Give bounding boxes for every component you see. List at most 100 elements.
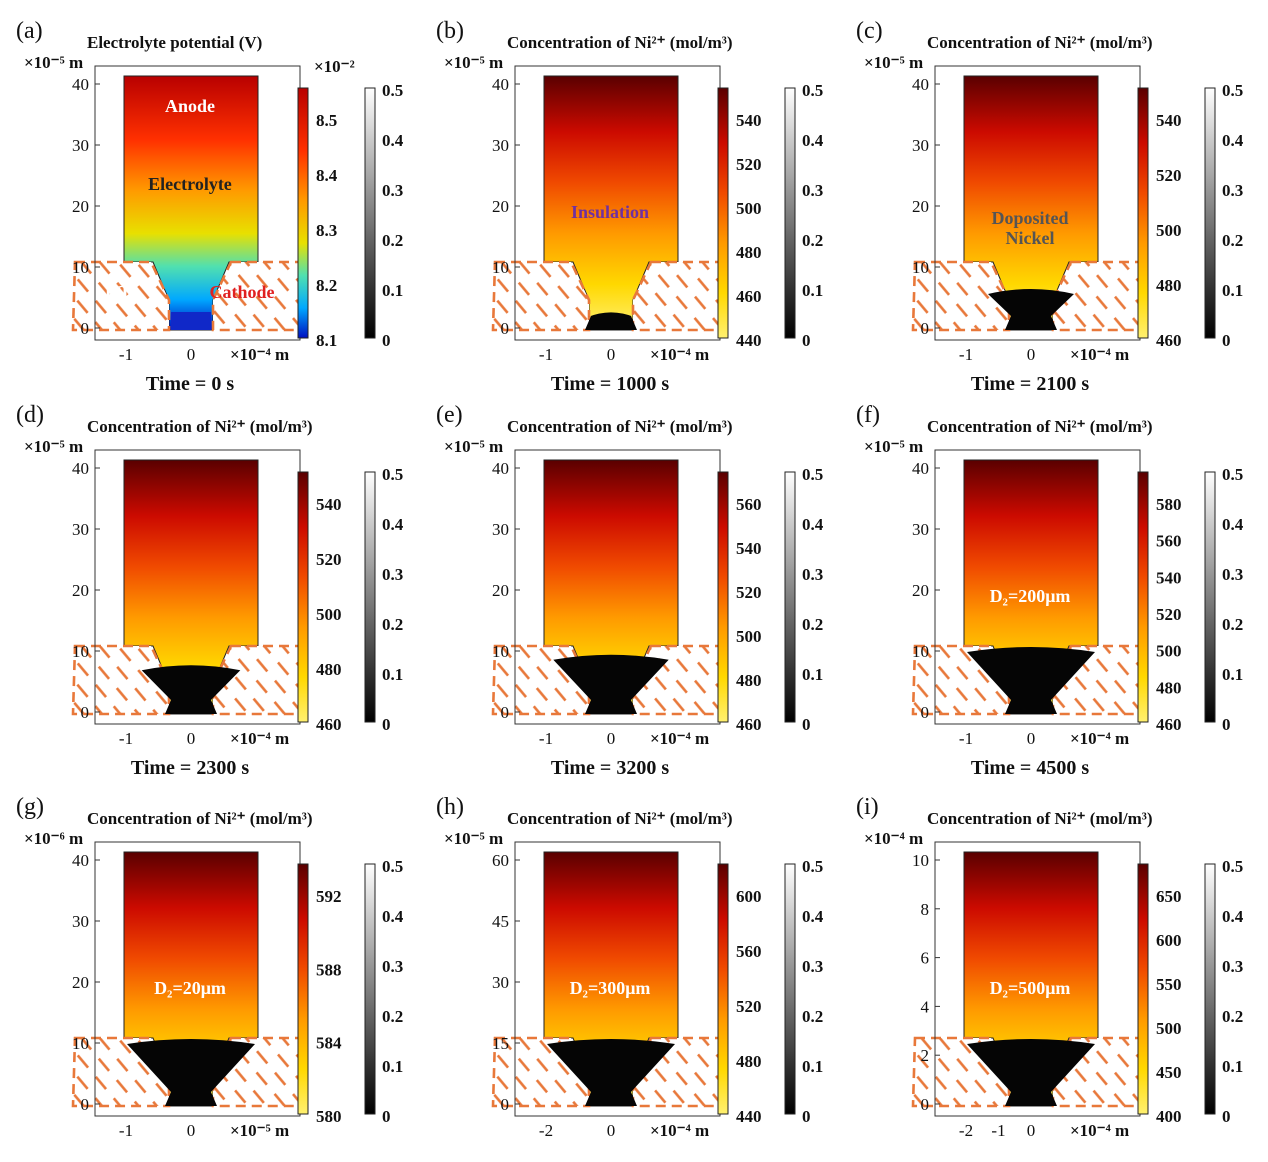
color-tick-label: 520 bbox=[1156, 605, 1182, 624]
color-bar bbox=[297, 87, 309, 339]
x-tick-label: 0 bbox=[1027, 729, 1036, 748]
gray-tick-label: 0.1 bbox=[382, 665, 403, 684]
y-tick-label: 0 bbox=[921, 703, 930, 722]
y-tick-label: 0 bbox=[81, 1095, 90, 1114]
gray-bar bbox=[364, 87, 376, 339]
y-tick-label: 0 bbox=[921, 319, 930, 338]
gray-tick-label: 0.5 bbox=[382, 81, 403, 100]
gray-bar bbox=[1204, 471, 1216, 723]
color-tick-label: 520 bbox=[736, 583, 762, 602]
color-bar bbox=[1137, 863, 1149, 1115]
x-scale-label: ×10⁻⁴ m bbox=[650, 345, 709, 364]
y-tick-label: 10 bbox=[492, 642, 509, 661]
chart-panel: (d) Concentration of Ni²⁺ (mol/m³)×10⁻⁵ m… bbox=[16, 402, 404, 779]
panel-title: Electrolyte potential (V) bbox=[87, 33, 262, 52]
y-scale-label: ×10⁻⁵ m bbox=[864, 437, 923, 456]
y-scale-label: ×10⁻⁵ m bbox=[444, 829, 503, 848]
color-tick-label: 440 bbox=[736, 1107, 762, 1126]
gray-tick-label: 0.2 bbox=[382, 231, 403, 250]
color-tick-label: 560 bbox=[736, 942, 762, 961]
chart-panel: (a) Electrolyte potential (V)×10⁻⁵ m 40 30 2… bbox=[16, 18, 404, 395]
x-scale-label: ×10⁻⁴ m bbox=[650, 729, 709, 748]
y-tick-label: 40 bbox=[492, 75, 509, 94]
y-tick-label: 30 bbox=[912, 136, 929, 155]
color-tick-label: 480 bbox=[736, 243, 762, 262]
x-tick-label: -1 bbox=[119, 1121, 133, 1140]
color-tick-label: 520 bbox=[736, 997, 762, 1016]
annotation: Nickel bbox=[1006, 228, 1055, 248]
gray-tick-label: 0.3 bbox=[1222, 565, 1243, 584]
gray-tick-label: 0.3 bbox=[802, 565, 823, 584]
x-tick-label: -1 bbox=[991, 1121, 1005, 1140]
deposited-nickel bbox=[127, 1039, 255, 1106]
x-tick-label: -1 bbox=[959, 345, 973, 364]
color-tick-label: 480 bbox=[736, 671, 762, 690]
time-label: Time = 2100 s bbox=[971, 373, 1089, 395]
color-tick-label: 550 bbox=[1156, 975, 1182, 994]
y-tick-label: 30 bbox=[72, 136, 89, 155]
y-tick-label: 10 bbox=[72, 642, 89, 661]
gray-tick-label: 0.1 bbox=[382, 281, 403, 300]
y-tick-label: 30 bbox=[72, 912, 89, 931]
gray-tick-label: 0.1 bbox=[1222, 281, 1243, 300]
color-tick-label: 8.5 bbox=[316, 111, 337, 130]
color-tick-label: 480 bbox=[316, 660, 342, 679]
chart-panel: (f) Concentration of Ni²⁺ (mol/m³)×10⁻⁵ m… bbox=[856, 402, 1244, 779]
color-tick-label: 580 bbox=[1156, 495, 1182, 514]
y-tick-label: 20 bbox=[912, 197, 929, 216]
gray-tick-label: 0.1 bbox=[1222, 665, 1243, 684]
y-tick-label: 20 bbox=[912, 581, 929, 600]
y-tick-label: 4 bbox=[921, 997, 930, 1016]
x-tick-label: 0 bbox=[607, 729, 616, 748]
x-tick-label: 0 bbox=[607, 1121, 616, 1140]
deposited-nickel bbox=[141, 665, 241, 714]
gray-tick-label: 0.4 bbox=[382, 515, 404, 534]
panel-label: (g) bbox=[16, 794, 44, 820]
x-tick-label: 0 bbox=[607, 345, 616, 364]
x-tick-label: -1 bbox=[119, 729, 133, 748]
color-tick-label: 8.4 bbox=[316, 166, 338, 185]
gray-bar bbox=[1204, 87, 1216, 339]
gray-tick-label: 0.5 bbox=[382, 465, 403, 484]
gray-tick-label: 0.5 bbox=[1222, 857, 1243, 876]
color-bar bbox=[297, 863, 309, 1115]
y-scale-label: ×10⁻⁶ m bbox=[24, 829, 83, 848]
color-tick-label: 520 bbox=[1156, 166, 1182, 185]
gray-tick-label: 0.5 bbox=[802, 857, 823, 876]
y-scale-label: ×10⁻⁵ m bbox=[864, 53, 923, 72]
gray-bar bbox=[364, 863, 376, 1115]
color-scale-label: ×10⁻² bbox=[314, 57, 355, 76]
gray-tick-label: 0.2 bbox=[382, 615, 403, 634]
x-scale-label: ×10⁻⁴ m bbox=[230, 345, 289, 364]
gray-tick-label: 0.2 bbox=[802, 231, 823, 250]
y-tick-label: 40 bbox=[912, 75, 929, 94]
color-bar bbox=[1137, 471, 1149, 723]
color-tick-label: 500 bbox=[1156, 642, 1182, 661]
gray-tick-label: 0.3 bbox=[802, 957, 823, 976]
annotation: HTL bbox=[105, 282, 143, 302]
y-tick-label: 60 bbox=[492, 851, 509, 870]
color-bar bbox=[1137, 87, 1149, 339]
y-tick-label: 10 bbox=[492, 258, 509, 277]
annotation: Doposited bbox=[991, 208, 1068, 228]
gray-tick-label: 0.2 bbox=[802, 1007, 823, 1026]
y-tick-label: 30 bbox=[492, 136, 509, 155]
color-tick-label: 500 bbox=[1156, 221, 1182, 240]
gray-tick-label: 0.5 bbox=[1222, 81, 1243, 100]
panel-label: (d) bbox=[16, 402, 44, 428]
gray-tick-label: 0.3 bbox=[1222, 957, 1243, 976]
deposited-nickel bbox=[547, 1039, 675, 1106]
color-tick-label: 8.3 bbox=[316, 221, 337, 240]
color-tick-label: 8.2 bbox=[316, 276, 337, 295]
gray-bar bbox=[364, 471, 376, 723]
color-tick-label: 500 bbox=[736, 627, 762, 646]
y-tick-label: 8 bbox=[921, 900, 930, 919]
color-tick-label: 588 bbox=[316, 960, 342, 979]
color-tick-label: 460 bbox=[736, 715, 762, 734]
color-tick-label: 580 bbox=[316, 1107, 342, 1126]
panel-label: (b) bbox=[436, 18, 464, 44]
color-bar bbox=[717, 471, 729, 723]
color-tick-label: 480 bbox=[736, 1052, 762, 1071]
gray-tick-label: 0.2 bbox=[382, 1007, 403, 1026]
gray-tick-label: 0.2 bbox=[1222, 1007, 1243, 1026]
